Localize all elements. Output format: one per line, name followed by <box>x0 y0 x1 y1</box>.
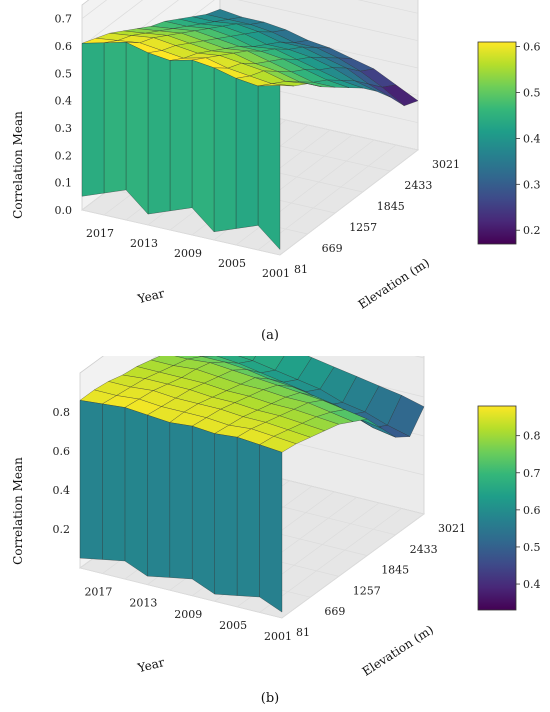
surface-facet <box>257 85 281 251</box>
elevation-tick-label: 81 <box>294 263 308 276</box>
surface-facet <box>147 52 171 215</box>
year-tick-label: 2009 <box>174 247 202 260</box>
surface-facet <box>191 425 215 595</box>
surface-facet <box>191 59 215 233</box>
year-tick-label: 2001 <box>264 630 292 643</box>
year-tick-label: 2013 <box>129 597 157 610</box>
surface-facet <box>169 59 193 212</box>
elevation-tick-label: 669 <box>324 605 345 618</box>
z-ticks-b: 0.2 0.4 0.6 0.8 <box>53 406 71 536</box>
colorbar-tick-label: 0.8 <box>523 430 541 443</box>
surface-facet <box>81 42 105 197</box>
year-ticks-b: 2017 2013 2009 2005 2001 <box>84 586 292 643</box>
colorbar-tick-label: 0.3 <box>523 178 541 191</box>
year-ticks-a: 2017 2013 2009 2005 2001 <box>86 227 290 280</box>
surface-facet <box>213 67 237 233</box>
z-tick-label: 0.8 <box>53 406 71 419</box>
surface-b <box>79 356 425 613</box>
z-tick-label: 0.1 <box>55 177 73 190</box>
colorbar-tick-label: 0.7 <box>523 467 541 480</box>
year-tick-label: 2013 <box>130 237 158 250</box>
xlabel-a: Year <box>135 286 166 306</box>
surface-facet <box>169 422 193 580</box>
elevation-tick-label: 3021 <box>438 522 466 535</box>
z-tick-label: 0.4 <box>53 484 71 497</box>
colorbar-gradient <box>477 405 517 611</box>
z-tick-label: 0.2 <box>53 523 71 536</box>
elevation-tick-label: 1845 <box>377 200 405 213</box>
surface-facet <box>79 400 103 560</box>
surface-facet <box>102 403 126 562</box>
xlabel-b: Year <box>135 655 166 675</box>
z-tick-label: 0.0 <box>55 204 73 217</box>
z-tick-label: 0.5 <box>55 67 73 80</box>
ylabel-a: Elevation (m) <box>356 255 432 311</box>
z-tick-label: 0.6 <box>55 40 73 53</box>
elevation-tick-label: 1257 <box>353 584 381 597</box>
year-tick-label: 2005 <box>218 257 246 270</box>
surface-facet <box>236 436 260 598</box>
surface-facet <box>124 407 148 577</box>
zlabel-a: Correlation Mean <box>11 111 25 219</box>
elevation-tick-label: 669 <box>322 242 343 255</box>
z-tick-label: 0.7 <box>55 13 73 26</box>
surface-facet <box>235 77 259 229</box>
colorbar-b: 0.4 0.5 0.6 0.7 0.8 <box>477 405 541 611</box>
surface-facet <box>103 42 127 194</box>
z-tick-label: 0.4 <box>55 95 73 108</box>
colorbar-tick-label: 0.4 <box>523 578 541 591</box>
chart-b: 0.2 0.4 0.6 0.8 2017 2013 2009 2005 2001 81 669 1… <box>11 356 541 706</box>
colorbar-a: 0.2 0.3 0.4 0.5 0.6 <box>477 41 541 245</box>
panel-label-b: (b) <box>261 691 279 706</box>
z-tick-label: 0.2 <box>55 149 73 162</box>
colorbar-gradient <box>477 41 517 245</box>
year-tick-label: 2017 <box>84 586 112 599</box>
surface-a <box>81 9 419 251</box>
colorbar-tick-label: 0.6 <box>523 41 541 54</box>
year-tick-label: 2017 <box>86 227 114 240</box>
colorbar-tick-label: 0.4 <box>523 132 541 145</box>
elevation-tick-label: 2433 <box>410 543 438 556</box>
z-tick-label: 0.6 <box>53 445 71 458</box>
surface-facet <box>147 414 171 578</box>
colorbar-tick-label: 0.2 <box>523 224 541 237</box>
colorbar-tick-label: 0.5 <box>523 87 541 100</box>
year-tick-label: 2009 <box>174 608 202 621</box>
year-tick-label: 2001 <box>262 267 290 280</box>
surface-facet <box>125 41 149 215</box>
colorbar-tick-label: 0.5 <box>523 541 541 554</box>
elevation-tick-label: 1257 <box>349 221 377 234</box>
year-tick-label: 2005 <box>219 619 247 632</box>
elevation-tick-label: 1845 <box>381 564 409 577</box>
elevation-tick-label: 2433 <box>404 179 432 192</box>
panel-label-a: (a) <box>261 328 279 343</box>
colorbar-tick-label: 0.6 <box>523 504 541 517</box>
surface-facet <box>214 433 238 596</box>
elevation-tick-label: 81 <box>296 626 310 639</box>
chart-a: 0.0 0.1 0.2 0.3 0.4 0.5 0.6 0.7 2017 2013 2009 200… <box>11 0 541 343</box>
z-ticks-a: 0.0 0.1 0.2 0.3 0.4 0.5 0.6 0.7 <box>55 13 73 217</box>
zlabel-b: Correlation Mean <box>11 457 25 565</box>
elevation-tick-label: 3021 <box>432 158 460 171</box>
surface-facet <box>259 444 283 613</box>
z-tick-label: 0.3 <box>55 122 73 135</box>
ylabel-b: Elevation (m) <box>360 622 436 678</box>
